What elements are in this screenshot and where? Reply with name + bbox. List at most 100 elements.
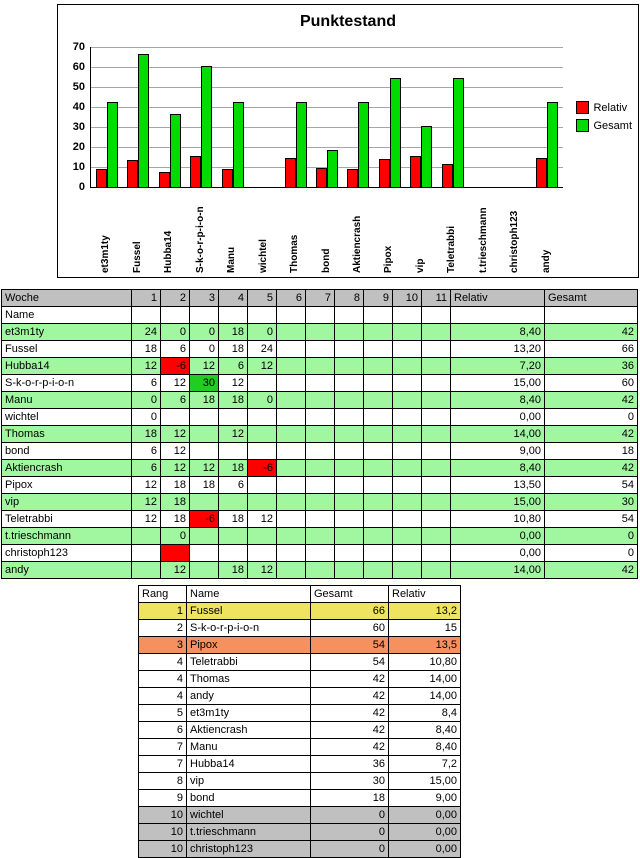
week-score-cell[interactable]: 30	[189, 374, 219, 392]
week-score-cell[interactable]	[276, 425, 306, 443]
week-score-cell[interactable]	[276, 476, 306, 494]
player-name-cell[interactable]: Aktiencrash	[1, 459, 132, 477]
header-week-3[interactable]: 3	[189, 289, 219, 307]
week-score-cell[interactable]	[392, 527, 422, 545]
week-score-cell[interactable]	[334, 459, 364, 477]
week-score-cell[interactable]: 0	[189, 323, 219, 341]
week-score-cell[interactable]: 0	[247, 323, 277, 341]
week-score-cell[interactable]	[392, 340, 422, 358]
rank-gesamt-cell[interactable]: 42	[310, 704, 389, 722]
player-name-cell[interactable]: vip	[1, 493, 132, 511]
week-score-cell[interactable]	[363, 493, 393, 511]
week-score-cell[interactable]: 24	[131, 323, 161, 341]
week-score-cell[interactable]: 12	[189, 357, 219, 375]
week-score-cell[interactable]: 12	[131, 357, 161, 375]
week-score-cell[interactable]: 24	[247, 340, 277, 358]
relativ-cell[interactable]: 8,40	[450, 459, 545, 477]
week-score-cell[interactable]: 0	[131, 391, 161, 409]
week-score-cell[interactable]	[189, 442, 219, 460]
rank-cell[interactable]: 10	[138, 823, 187, 841]
relativ-cell[interactable]: 10,80	[450, 510, 545, 528]
rank-name-cell[interactable]: Hubba14	[186, 755, 311, 773]
rank-relativ-cell[interactable]: 8,4	[388, 704, 461, 722]
rank-name-cell[interactable]: Thomas	[186, 670, 311, 688]
week-score-cell[interactable]: 0	[189, 340, 219, 358]
week-score-cell[interactable]: 18	[160, 476, 190, 494]
rank-gesamt-cell[interactable]: 42	[310, 670, 389, 688]
rank-name-cell[interactable]: t.trieschmann	[186, 823, 311, 841]
relativ-cell[interactable]: 9,00	[450, 442, 545, 460]
week-score-cell[interactable]	[305, 425, 335, 443]
empty-cell[interactable]	[160, 306, 190, 324]
player-name-cell[interactable]: Pipox	[1, 476, 132, 494]
empty-cell[interactable]	[247, 306, 277, 324]
week-score-cell[interactable]	[305, 561, 335, 579]
week-score-cell[interactable]	[305, 459, 335, 477]
week-score-cell[interactable]: -6	[189, 510, 219, 528]
gesamt-cell[interactable]: 66	[544, 340, 638, 358]
empty-cell[interactable]	[450, 306, 545, 324]
rank-relativ-cell[interactable]: 10,80	[388, 653, 461, 671]
ranking-header-gesamt[interactable]: Gesamt	[310, 585, 389, 603]
week-score-cell[interactable]	[305, 408, 335, 426]
rank-cell[interactable]: 4	[138, 670, 187, 688]
gesamt-cell[interactable]: 0	[544, 408, 638, 426]
week-score-cell[interactable]	[392, 391, 422, 409]
relativ-cell[interactable]: 15,00	[450, 493, 545, 511]
rank-relativ-cell[interactable]: 14,00	[388, 670, 461, 688]
week-score-cell[interactable]: 6	[218, 357, 248, 375]
ranking-header-rang[interactable]: Rang	[138, 585, 187, 603]
player-name-cell[interactable]: Teletrabbi	[1, 510, 132, 528]
week-score-cell[interactable]	[334, 442, 364, 460]
week-score-cell[interactable]: 18	[218, 510, 248, 528]
week-score-cell[interactable]	[421, 340, 451, 358]
rank-name-cell[interactable]: Teletrabbi	[186, 653, 311, 671]
week-score-cell[interactable]: 18	[218, 340, 248, 358]
week-score-cell[interactable]	[421, 544, 451, 562]
week-score-cell[interactable]	[160, 544, 190, 562]
week-score-cell[interactable]	[247, 476, 277, 494]
week-score-cell[interactable]	[305, 357, 335, 375]
rank-cell[interactable]: 7	[138, 755, 187, 773]
rank-relativ-cell[interactable]: 0,00	[388, 806, 461, 824]
empty-cell[interactable]	[334, 306, 364, 324]
week-score-cell[interactable]: 18	[218, 391, 248, 409]
week-score-cell[interactable]	[305, 323, 335, 341]
week-score-cell[interactable]: 18	[131, 425, 161, 443]
week-score-cell[interactable]: 12	[160, 459, 190, 477]
week-score-cell[interactable]: 12	[131, 493, 161, 511]
week-score-cell[interactable]	[131, 527, 161, 545]
week-score-cell[interactable]	[276, 527, 306, 545]
week-score-cell[interactable]: 0	[160, 323, 190, 341]
header-gesamt[interactable]: Gesamt	[544, 289, 638, 307]
relativ-cell[interactable]: 15,00	[450, 374, 545, 392]
week-score-cell[interactable]	[392, 425, 422, 443]
week-score-cell[interactable]	[363, 340, 393, 358]
week-score-cell[interactable]: 6	[131, 374, 161, 392]
week-score-cell[interactable]: 12	[189, 459, 219, 477]
week-score-cell[interactable]	[392, 510, 422, 528]
header-week-2[interactable]: 2	[160, 289, 190, 307]
week-score-cell[interactable]	[276, 391, 306, 409]
player-name-cell[interactable]: S-k-o-r-p-i-o-n	[1, 374, 132, 392]
player-name-cell[interactable]: et3m1ty	[1, 323, 132, 341]
player-name-cell[interactable]: t.trieschmann	[1, 527, 132, 545]
week-score-cell[interactable]: 18	[218, 323, 248, 341]
empty-cell[interactable]	[131, 306, 161, 324]
header-week-5[interactable]: 5	[247, 289, 277, 307]
week-score-cell[interactable]	[334, 527, 364, 545]
week-score-cell[interactable]	[276, 544, 306, 562]
week-score-cell[interactable]	[363, 510, 393, 528]
rank-name-cell[interactable]: christoph123	[186, 840, 311, 858]
week-score-cell[interactable]	[334, 425, 364, 443]
week-score-cell[interactable]	[247, 374, 277, 392]
rank-gesamt-cell[interactable]: 30	[310, 772, 389, 790]
week-score-cell[interactable]	[334, 391, 364, 409]
rank-cell[interactable]: 2	[138, 619, 187, 637]
week-score-cell[interactable]: 18	[218, 459, 248, 477]
week-score-cell[interactable]: 6	[160, 391, 190, 409]
week-score-cell[interactable]: 18	[189, 391, 219, 409]
relativ-cell[interactable]: 13,20	[450, 340, 545, 358]
week-score-cell[interactable]	[421, 357, 451, 375]
week-score-cell[interactable]	[247, 408, 277, 426]
